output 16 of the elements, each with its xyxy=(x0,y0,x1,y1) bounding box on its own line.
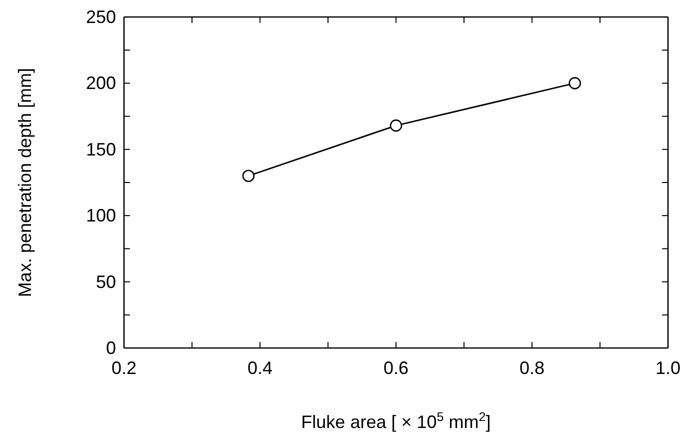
y-tick-label: 150 xyxy=(86,139,116,160)
x-tick-label: 0.4 xyxy=(247,358,273,378)
x-tick-label: 1.0 xyxy=(655,358,681,378)
point xyxy=(242,170,255,182)
point xyxy=(390,119,402,132)
x-tick-label: 0.8 xyxy=(519,358,545,378)
y-tick-label: 200 xyxy=(86,73,116,94)
x-tick-label: 0.6 xyxy=(383,358,409,378)
y-tick-label: 50 xyxy=(96,272,116,292)
x-axis-title: Fluke area [ × 10$^{5}$ mm$^{2}$] xyxy=(301,410,491,432)
x-tick-label: 0.2 xyxy=(111,358,137,378)
y-tick-label: 250 xyxy=(86,7,116,27)
y-tick-label: 100 xyxy=(86,206,116,226)
y-axis-title: Max. penetration depth [mm] xyxy=(15,68,35,298)
point xyxy=(568,77,581,90)
y-tick-label: 0 xyxy=(106,338,116,358)
